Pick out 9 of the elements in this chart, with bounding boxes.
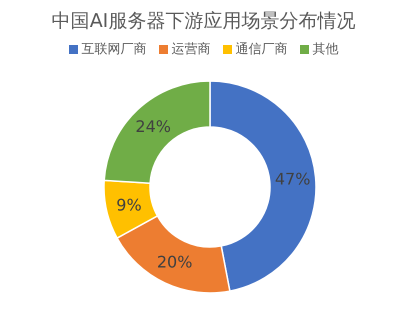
chart-title: 中国AI服务器下游应用场景分布情况: [50, 9, 356, 34]
data-label: 20%: [156, 252, 192, 272]
data-label: 9%: [116, 196, 142, 215]
legend-label: 通信厂商: [236, 41, 288, 58]
data-label: 24%: [135, 116, 171, 136]
data-label: 47%: [274, 170, 310, 189]
legend-label: 运营商: [172, 41, 210, 58]
legend-label: 互联网厂商: [82, 41, 146, 58]
legend-label: 其他: [312, 41, 338, 58]
